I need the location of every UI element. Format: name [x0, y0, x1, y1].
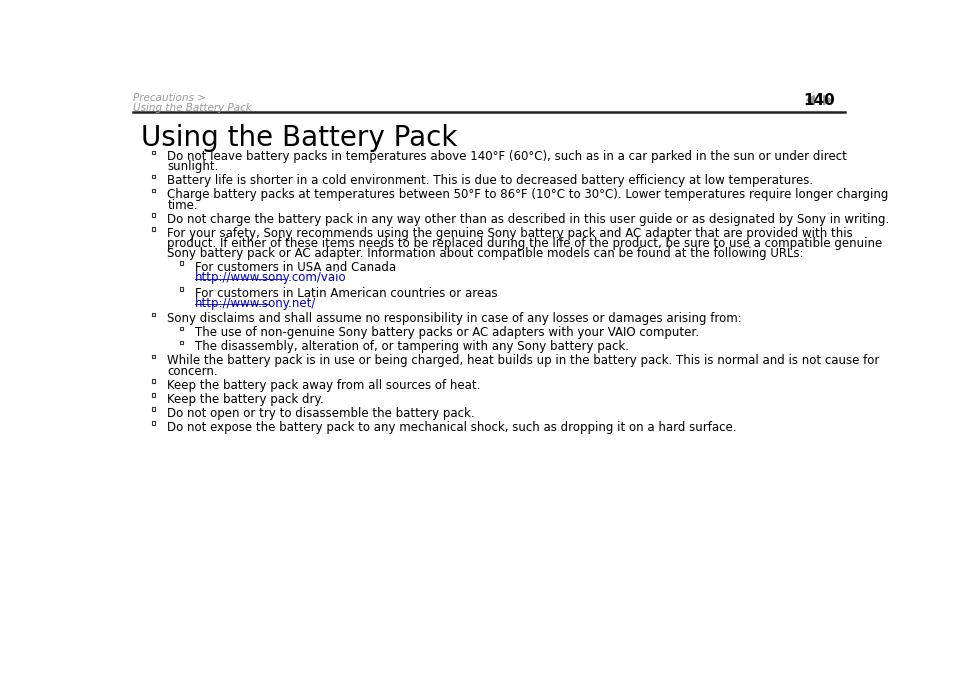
Text: Do not expose the battery pack to any mechanical shock, such as dropping it on a: Do not expose the battery pack to any me…: [167, 421, 736, 433]
Text: Keep the battery pack dry.: Keep the battery pack dry.: [167, 392, 324, 406]
Text: Sony battery pack or AC adapter. Information about compatible models can be foun: Sony battery pack or AC adapter. Informa…: [167, 247, 803, 260]
Text: Precautions >: Precautions >: [133, 93, 206, 103]
Bar: [179, 262, 183, 265]
Text: For your safety, Sony recommends using the genuine Sony battery pack and AC adap: For your safety, Sony recommends using t…: [167, 226, 852, 239]
Text: product. If either of these items needs to be replaced during the life of the pr: product. If either of these items needs …: [167, 237, 882, 250]
Text: Do not charge the battery pack in any way other than as described in this user g: Do not charge the battery pack in any wa…: [167, 212, 888, 226]
Text: Battery life is shorter in a cold environment. This is due to decreased battery : Battery life is shorter in a cold enviro…: [167, 175, 813, 187]
Text: Using the Battery Pack: Using the Battery Pack: [141, 124, 456, 152]
Bar: [152, 227, 155, 231]
Text: 140: 140: [802, 92, 834, 108]
Text: Do not leave battery packs in temperatures above 140°F (60°C), such as in a car : Do not leave battery packs in temperatur…: [167, 150, 846, 163]
Text: The disassembly, alteration of, or tampering with any Sony battery pack.: The disassembly, alteration of, or tampe…: [195, 340, 629, 353]
Text: Using the Battery Pack: Using the Battery Pack: [133, 103, 252, 113]
Text: While the battery pack is in use or being charged, heat builds up in the battery: While the battery pack is in use or bein…: [167, 355, 879, 367]
Text: http://www.sony.net/: http://www.sony.net/: [195, 297, 316, 310]
Bar: [152, 213, 155, 216]
Text: The use of non-genuine Sony battery packs or AC adapters with your VAIO computer: The use of non-genuine Sony battery pack…: [195, 326, 699, 339]
Bar: [152, 189, 155, 192]
Bar: [152, 379, 155, 383]
Bar: [179, 327, 183, 330]
Text: For customers in Latin American countries or areas: For customers in Latin American countrie…: [195, 286, 497, 300]
Text: concern.: concern.: [167, 365, 217, 377]
Text: time.: time.: [167, 199, 197, 212]
Text: For customers in USA and Canada: For customers in USA and Canada: [195, 261, 395, 274]
Text: Charge battery packs at temperatures between 50°F to 86°F (10°C to 30°C). Lower : Charge battery packs at temperatures bet…: [167, 188, 888, 202]
Bar: [179, 341, 183, 344]
Bar: [152, 421, 155, 425]
Text: Do not open or try to disassemble the battery pack.: Do not open or try to disassemble the ba…: [167, 406, 475, 420]
Bar: [152, 407, 155, 410]
Bar: [152, 175, 155, 179]
Text: http://www.sony.com/vaio: http://www.sony.com/vaio: [195, 271, 347, 284]
Bar: [152, 393, 155, 396]
Text: sunlight.: sunlight.: [167, 160, 218, 173]
Polygon shape: [806, 96, 814, 104]
Text: Keep the battery pack away from all sources of heat.: Keep the battery pack away from all sour…: [167, 379, 480, 392]
Bar: [152, 151, 155, 154]
Polygon shape: [822, 96, 831, 104]
Bar: [152, 355, 155, 359]
Bar: [152, 313, 155, 316]
Text: Sony disclaims and shall assume no responsibility in case of any losses or damag: Sony disclaims and shall assume no respo…: [167, 312, 741, 326]
Bar: [179, 287, 183, 290]
